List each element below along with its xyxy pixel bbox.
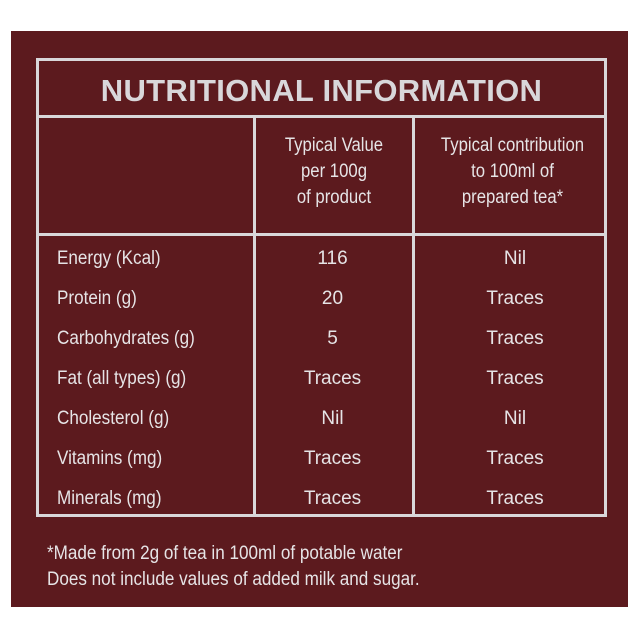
nutrition-panel: NUTRITIONAL INFORMATION Typical Value pe… [11, 31, 628, 607]
nutrient-value: Traces [486, 328, 544, 349]
nutrient-value: Traces [486, 488, 544, 509]
nutrient-value: 116 [317, 248, 348, 269]
nutrient-value: Traces [303, 488, 362, 509]
header-line: Typical contribution [440, 135, 585, 156]
header-per-100ml: Typical contribution to 100ml of prepare… [427, 133, 599, 211]
table-row: Vitamins (mg) Traces Traces [39, 448, 604, 488]
header-line: prepared tea* [461, 187, 564, 208]
nutrient-name: Cholesterol (g) [57, 408, 170, 429]
table-row: Carbohydrates (g) 5 Traces [39, 328, 604, 368]
nutrient-value: Traces [486, 368, 544, 389]
nutrient-value: Traces [486, 448, 544, 469]
nutrient-name: Energy (Kcal) [57, 248, 161, 269]
nutrient-value: Nil [503, 408, 527, 429]
footnote: *Made from 2g of tea in 100ml of potable… [47, 543, 403, 564]
header-line: Typical Value [284, 135, 384, 156]
header-divider [39, 233, 604, 236]
table-row: Protein (g) 20 Traces [39, 288, 604, 328]
nutrient-value: 20 [321, 288, 344, 309]
nutrient-name: Protein (g) [57, 288, 137, 309]
nutrient-value: 5 [327, 328, 338, 349]
nutrient-value: Nil [321, 408, 344, 429]
footnotes: *Made from 2g of tea in 100ml of potable… [47, 541, 420, 593]
column-divider [253, 118, 256, 514]
nutrient-value: Traces [486, 288, 544, 309]
nutrient-name: Carbohydrates (g) [57, 328, 195, 349]
table-title: NUTRITIONAL INFORMATION [39, 61, 604, 118]
table-row: Fat (all types) (g) Traces Traces [39, 368, 604, 408]
nutrient-value: Traces [303, 368, 362, 389]
header-line: per 100g [300, 161, 367, 182]
nutrient-name: Vitamins (mg) [57, 448, 163, 469]
nutrient-name: Fat (all types) (g) [57, 368, 187, 389]
nutrient-value: Nil [503, 248, 527, 269]
nutrient-name: Minerals (mg) [57, 488, 162, 509]
table-row: Minerals (mg) Traces Traces [39, 488, 604, 528]
header-line: to 100ml of [471, 161, 554, 182]
header-per-100g: Typical Value per 100g of product [265, 133, 402, 211]
header-line: of product [296, 187, 372, 208]
nutrition-table: NUTRITIONAL INFORMATION Typical Value pe… [36, 58, 607, 517]
nutrient-value: Traces [303, 448, 362, 469]
table-row: Cholesterol (g) Nil Nil [39, 408, 604, 448]
table-row: Energy (Kcal) 116 Nil [39, 248, 604, 288]
footnote: Does not include values of added milk an… [47, 569, 420, 590]
column-divider [412, 118, 415, 514]
